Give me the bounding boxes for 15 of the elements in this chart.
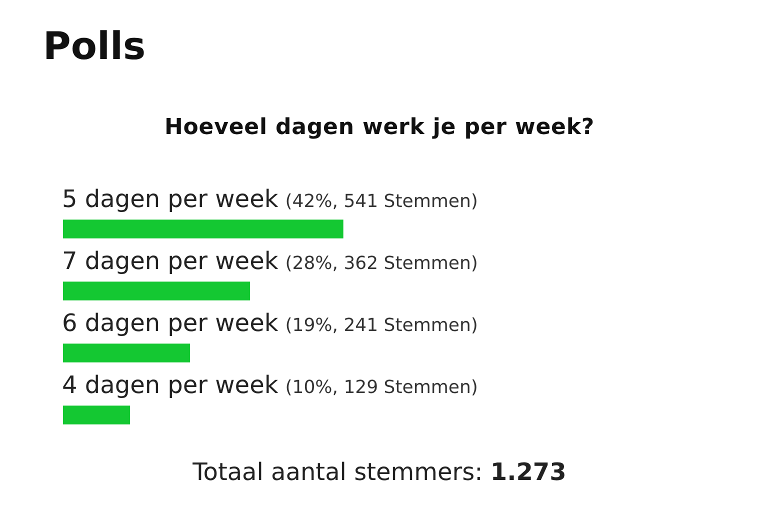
y-tick-label: 5 dagen per week [62,185,278,213]
data-label: (42%, 541 Stemmen) [285,191,478,212]
bar [63,406,130,424]
data-label: (19%, 241 Stemmen) [285,315,478,336]
data-label: (28%, 362 Stemmen) [285,253,478,274]
data-label: (10%, 129 Stemmen) [285,377,478,398]
bar [63,282,250,300]
y-tick-label: 4 dagen per week [62,371,278,399]
text: Totaal aantal stemmers: 1.273 [192,458,566,486]
y-tick-label: 6 dagen per week [62,309,278,337]
chart-subtitle: Hoeveel dagen werk je per week? [163,114,596,142]
chart-title: Polls [43,24,146,68]
bar [63,344,190,362]
bar [63,220,344,238]
y-tick-label: 7 dagen per week [62,247,278,275]
